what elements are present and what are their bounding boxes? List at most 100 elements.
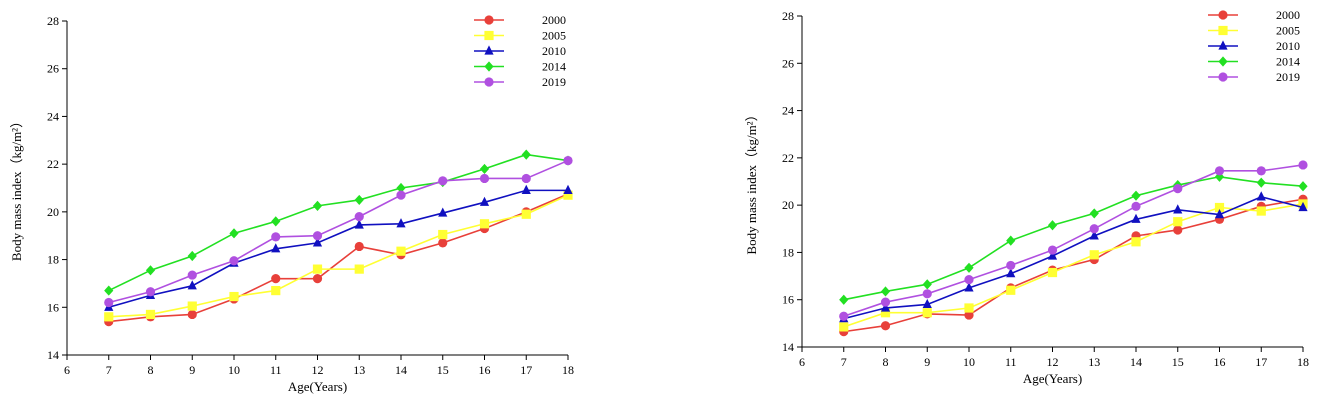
y-tick-label: 24 (47, 109, 59, 123)
data-point-2010 (1006, 268, 1016, 278)
series-line-2005 (108, 194, 569, 318)
y-tick-label: 28 (782, 9, 794, 23)
y-tick-label: 26 (782, 56, 794, 70)
series-2000 (104, 189, 573, 327)
data-point-2000 (312, 274, 323, 284)
y-tick-label: 28 (47, 14, 59, 28)
data-point-2005 (396, 246, 406, 256)
legend-marker-2000 (1218, 10, 1228, 20)
legend-label-2010: 2010 (542, 44, 566, 58)
data-point-2005 (1047, 267, 1058, 278)
data-point-2014 (521, 149, 531, 160)
data-point-2010 (1089, 230, 1099, 240)
data-point-2014 (396, 182, 406, 194)
data-point-2010 (1214, 209, 1225, 219)
y-tick-label: 18 (782, 245, 794, 259)
series-2010 (839, 191, 1308, 323)
x-tick-label: 9 (924, 355, 930, 369)
y-axis-title: Body mass index（kg/m²） (9, 115, 24, 261)
series-line-2010 (108, 189, 568, 309)
data-point-2005 (1173, 217, 1183, 227)
legend-marker-2005 (1218, 25, 1228, 36)
data-point-2000 (271, 274, 281, 284)
y-tick-label: 14 (47, 348, 59, 362)
data-point-2005 (1089, 250, 1099, 260)
data-point-2014 (354, 194, 364, 206)
data-point-2014 (1256, 177, 1266, 188)
data-point-2010 (1131, 213, 1141, 223)
data-point-2014 (271, 216, 281, 227)
data-point-2019 (438, 176, 448, 186)
data-point-2014 (1214, 171, 1225, 182)
legend-marker-2014 (484, 61, 494, 72)
series-2014 (839, 171, 1308, 305)
data-point-2014 (964, 262, 974, 273)
legend-label-2014: 2014 (542, 60, 566, 74)
x-tick-label: 15 (437, 363, 449, 377)
y-tick-label: 14 (782, 340, 794, 354)
x-tick-label: 18 (1297, 355, 1309, 369)
data-point-2005 (187, 301, 197, 311)
data-point-2014 (479, 163, 490, 175)
data-point-2010 (563, 184, 573, 194)
series-line-2019 (108, 159, 569, 304)
legend-label-2019: 2019 (542, 75, 566, 89)
data-point-2005 (1006, 285, 1016, 295)
x-tick-label: 8 (883, 355, 889, 369)
data-point-2010 (312, 237, 323, 247)
data-point-2000 (187, 309, 197, 320)
y-tick-label: 20 (47, 205, 59, 219)
y-tick-label: 22 (782, 151, 794, 165)
data-point-2010 (922, 298, 932, 309)
data-point-2019 (922, 289, 932, 299)
data-point-2005 (229, 291, 239, 302)
data-point-2005 (354, 264, 364, 274)
series-line-2000 (108, 193, 569, 323)
data-point-2019 (104, 297, 114, 308)
data-point-2000 (1173, 225, 1183, 235)
data-point-2005 (521, 209, 531, 219)
data-point-2019 (964, 275, 974, 285)
series-line-2000 (843, 198, 1304, 333)
y-tick-label: 16 (782, 293, 794, 307)
x-axis-title: Age(Years) (1023, 371, 1082, 386)
series-line-2014 (108, 153, 569, 292)
series-line-2014 (843, 175, 1304, 301)
y-tick-label: 26 (47, 62, 59, 76)
data-point-2005 (563, 190, 573, 200)
data-point-2019 (312, 231, 323, 241)
x-tick-label: 13 (1088, 355, 1100, 369)
data-point-2000 (354, 241, 364, 252)
data-point-2019 (187, 270, 197, 280)
y-tick-label: 20 (782, 198, 794, 212)
data-point-2019 (396, 190, 406, 200)
x-tick-label: 10 (228, 363, 240, 377)
data-point-2019 (1214, 166, 1225, 176)
series-2010 (104, 184, 573, 311)
legend-label-2010: 2010 (1276, 39, 1300, 53)
data-point-2010 (1298, 201, 1308, 212)
data-point-2019 (1173, 183, 1183, 194)
data-point-2005 (1214, 202, 1225, 213)
data-point-2005 (312, 264, 323, 274)
data-point-2010 (354, 219, 364, 229)
data-point-2010 (880, 302, 891, 312)
data-point-2010 (479, 196, 490, 206)
data-point-2010 (1256, 191, 1266, 201)
data-point-2014 (922, 279, 932, 290)
x-tick-label: 7 (841, 355, 847, 369)
data-point-2014 (187, 250, 197, 262)
legend-label-2005: 2005 (542, 29, 566, 43)
x-tick-label: 18 (562, 363, 574, 377)
series-2000 (839, 194, 1308, 337)
data-point-2010 (438, 207, 448, 217)
data-point-2019 (563, 155, 573, 166)
data-point-2014 (1298, 181, 1308, 192)
x-tick-label: 17 (1255, 355, 1267, 369)
data-point-2005 (438, 229, 448, 240)
data-point-2019 (1089, 224, 1099, 234)
data-point-2019 (880, 297, 891, 307)
x-axis-title: Age(Years) (288, 379, 347, 394)
